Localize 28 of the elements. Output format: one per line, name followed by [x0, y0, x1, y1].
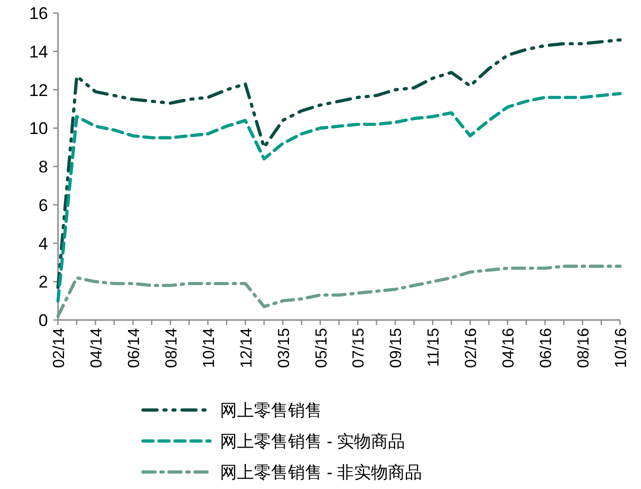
- x-tick-label: 02/14: [51, 328, 68, 368]
- x-tick-label: 08/14: [163, 328, 180, 368]
- x-tick-label: 10/16: [613, 328, 630, 368]
- x-tick-label: 09/15: [388, 328, 406, 368]
- x-tick-label: 06/16: [538, 328, 556, 368]
- x-tick-label: 04/14: [88, 328, 106, 368]
- x-tick-label: 06/14: [126, 328, 143, 368]
- y-tick-label: 10: [29, 119, 48, 138]
- x-tick-label: 10/14: [200, 328, 218, 368]
- x-tick-label: 02/16: [463, 328, 480, 368]
- legend-label: 网上零售销售 - 实物商品: [220, 432, 406, 451]
- y-tick-label: 8: [38, 158, 48, 176]
- y-tick-label: 6: [38, 196, 48, 215]
- legend-label: 网上零售销售: [220, 401, 322, 420]
- x-tick-label: 04/16: [500, 328, 518, 368]
- y-tick-label: 4: [38, 234, 48, 254]
- x-tick-label: 03/15: [276, 328, 293, 368]
- y-tick-label: 12: [29, 80, 48, 100]
- x-tick-label: 12/14: [238, 328, 256, 368]
- x-tick-label: 08/16: [576, 328, 593, 368]
- y-tick-label: 16: [29, 4, 48, 23]
- x-tick-label: 11/15: [426, 328, 443, 367]
- y-tick-label: 2: [38, 272, 48, 292]
- y-tick-label: 14: [29, 42, 48, 62]
- x-tick-label: 05/15: [313, 328, 330, 368]
- y-tick-label: 0: [38, 311, 48, 330]
- x-tick-label: 07/15: [350, 328, 368, 368]
- legend-label: 网上零售销售 - 非实物商品: [220, 463, 422, 482]
